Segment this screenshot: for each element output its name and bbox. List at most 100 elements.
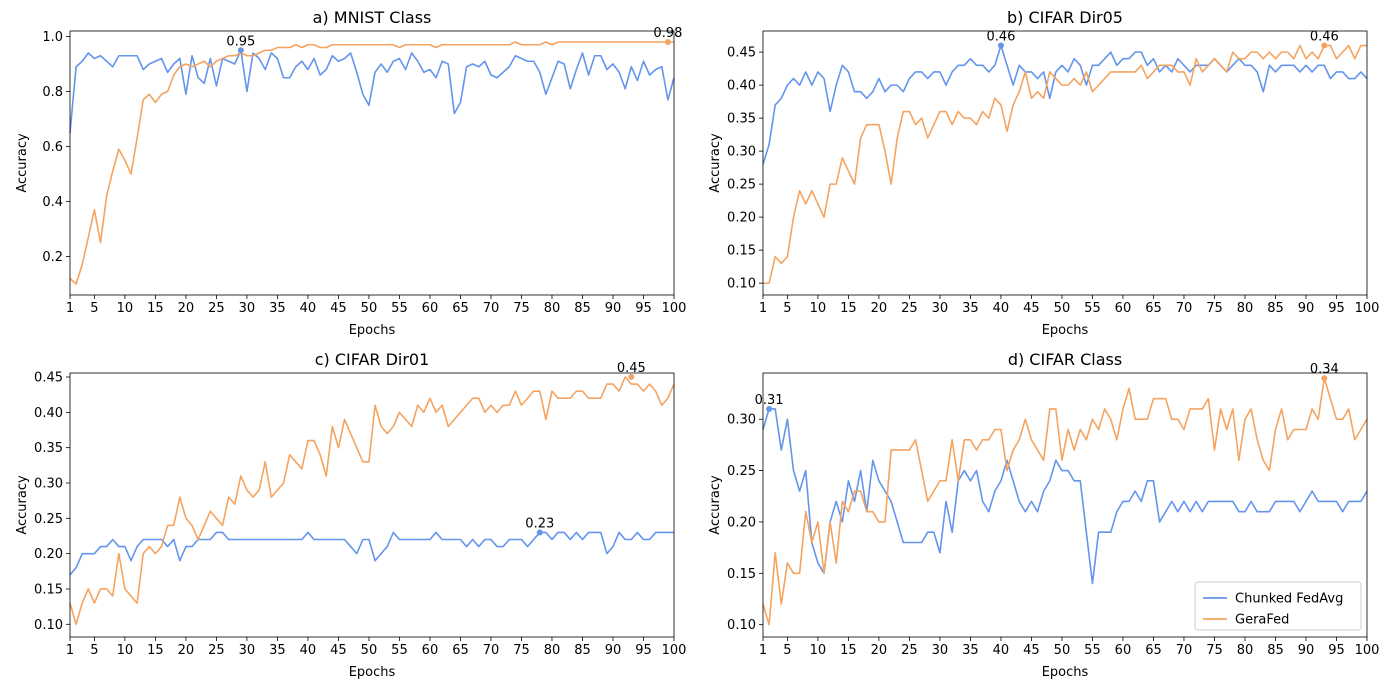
x-tick-label: 15: [840, 643, 857, 658]
series-line-gerafed: [69, 376, 675, 626]
y-tick-label: 0.25: [727, 464, 756, 479]
plot-frame: [762, 372, 1368, 638]
y-axis-label: Accuracy: [15, 475, 30, 535]
y-tick-label: 0.25: [34, 512, 63, 527]
max-point-marker: [1321, 42, 1328, 49]
x-tick-label: 30: [932, 301, 949, 316]
max-point-label: 0.46: [1310, 30, 1339, 45]
x-tick-label: 10: [810, 301, 827, 316]
y-tick-label: 0.30: [34, 476, 63, 491]
y-tick-label: 0.15: [34, 582, 63, 597]
x-tick-label: 40: [300, 643, 317, 658]
x-tick-label: 10: [810, 643, 827, 658]
y-tick-label: 0.25: [727, 178, 756, 193]
x-tick-label: 65: [1145, 301, 1162, 316]
x-tick-label: 40: [300, 301, 317, 316]
max-point-marker: [766, 405, 773, 412]
chart-title: a) MNIST Class: [313, 8, 432, 27]
x-tick-label: 95: [1328, 301, 1345, 316]
x-tick-label: 45: [330, 643, 347, 658]
y-axis-label: Accuracy: [15, 133, 30, 193]
x-tick-label: 90: [1298, 301, 1315, 316]
max-point-label: 0.23: [525, 516, 554, 531]
x-tick-label: 95: [635, 643, 652, 658]
max-point-label: 0.31: [755, 393, 784, 408]
y-axis-label: Accuracy: [708, 133, 723, 193]
y-axis-label: Accuracy: [708, 475, 723, 535]
max-point-marker: [664, 39, 671, 45]
x-tick-label: 90: [605, 643, 622, 658]
x-tick-label: 40: [993, 301, 1010, 316]
x-tick-label: 75: [513, 643, 530, 658]
x-tick-label: 50: [1054, 643, 1071, 658]
x-tick-label: 50: [361, 643, 378, 658]
y-tick-label: 0.20: [34, 547, 63, 562]
y-tick-label: 0.15: [727, 244, 756, 259]
y-tick-label: 0.35: [34, 441, 63, 456]
x-tick-label: 95: [1328, 643, 1345, 658]
max-point-label: 0.46: [986, 30, 1015, 45]
chart-title: b) CIFAR Dir05: [1007, 8, 1123, 27]
series-line-gerafed: [762, 377, 1368, 626]
series-line-chunked-fedavg: [69, 49, 675, 133]
x-tick-label: 60: [422, 643, 439, 658]
x-tick-label: 100: [1355, 301, 1380, 316]
x-tick-label: 20: [871, 643, 888, 658]
x-tick-label: 25: [901, 643, 918, 658]
x-tick-label: 1: [66, 643, 74, 658]
x-tick-label: 60: [1115, 643, 1132, 658]
x-tick-label: 70: [1176, 643, 1193, 658]
x-tick-label: 75: [1206, 643, 1223, 658]
x-tick-label: 5: [90, 643, 98, 658]
x-tick-label: 25: [901, 301, 918, 316]
x-tick-label: 30: [239, 301, 256, 316]
x-tick-label: 85: [1267, 301, 1284, 316]
y-tick-label: 0.20: [727, 515, 756, 530]
x-tick-label: 70: [1176, 301, 1193, 316]
x-tick-label: 20: [871, 301, 888, 316]
max-point-label: 0.95: [226, 34, 255, 49]
x-tick-label: 100: [662, 643, 687, 658]
x-tick-label: 90: [605, 301, 622, 316]
y-tick-label: 0.10: [34, 618, 63, 633]
x-tick-label: 60: [1115, 301, 1132, 316]
x-tick-label: 50: [361, 301, 378, 316]
series-line-gerafed: [69, 41, 674, 285]
legend: Chunked FedAvg GeraFed: [1194, 581, 1362, 631]
x-tick-label: 45: [330, 301, 347, 316]
x-tick-label: 35: [269, 643, 286, 658]
y-tick-label: 0.45: [727, 46, 756, 61]
y-tick-label: 0.40: [34, 406, 63, 421]
max-point-marker: [1321, 375, 1328, 382]
max-point-marker: [628, 374, 635, 381]
x-axis-label: Epochs: [1042, 323, 1089, 338]
x-tick-label: 1: [759, 301, 767, 316]
x-tick-label: 5: [783, 301, 791, 316]
series-line-chunked-fedavg: [762, 408, 1368, 585]
y-tick-label: 0.40: [727, 79, 756, 94]
max-point-label: 0.98: [653, 26, 682, 41]
x-tick-label: 65: [1145, 643, 1162, 658]
max-point-label: 0.45: [617, 361, 646, 376]
x-tick-label: 95: [635, 301, 652, 316]
x-tick-label: 15: [840, 301, 857, 316]
x-tick-label: 80: [1237, 643, 1254, 658]
x-tick-label: 30: [932, 643, 949, 658]
x-tick-label: 15: [147, 301, 164, 316]
x-tick-label: 35: [962, 301, 979, 316]
y-tick-label: 0.20: [727, 211, 756, 226]
x-tick-label: 80: [544, 643, 561, 658]
legend-box: [1194, 581, 1362, 631]
plot-frame: [69, 372, 675, 638]
y-tick-label: 0.4: [42, 195, 63, 210]
x-tick-label: 15: [147, 643, 164, 658]
x-tick-label: 35: [962, 643, 979, 658]
x-tick-label: 35: [269, 301, 286, 316]
legend-label: GeraFed: [1235, 613, 1289, 628]
x-tick-label: 100: [1355, 643, 1380, 658]
x-tick-label: 85: [574, 301, 591, 316]
